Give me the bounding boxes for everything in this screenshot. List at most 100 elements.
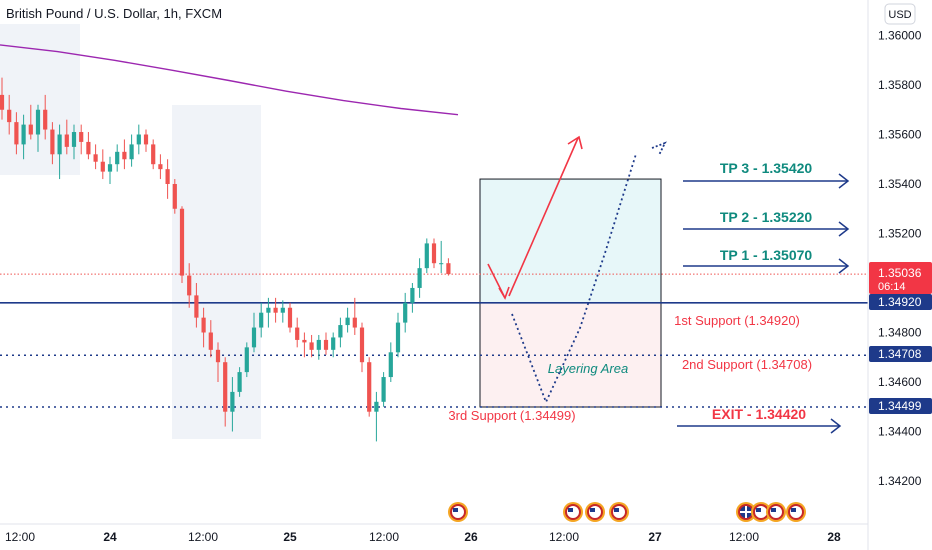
y-tick-label: 1.35800 [878,78,922,92]
candle[interactable] [172,179,177,214]
candle[interactable] [424,238,429,274]
candle[interactable] [273,297,278,323]
candle[interactable] [7,94,12,135]
candle[interactable] [287,302,293,333]
current-price-tag[interactable]: 1.35036 06:14 [869,262,932,294]
candle[interactable] [151,139,156,170]
candle[interactable] [14,112,19,155]
tp1-label: TP 1 - 1.35070 [720,247,813,263]
candle[interactable] [431,238,437,269]
candle-body [431,243,437,264]
candle[interactable] [86,132,91,160]
candle[interactable] [359,322,365,373]
candle-body [388,352,393,378]
candle[interactable] [187,263,192,308]
tp3-arrow[interactable] [683,173,850,189]
price-tag-support-1[interactable]: 1.34920 [869,294,932,310]
candle[interactable] [439,240,444,274]
candle[interactable] [201,307,206,348]
tp2-arrow[interactable] [683,221,850,237]
candle[interactable] [129,134,134,167]
price-axis[interactable]: 1.36000 1.35800 1.35600 1.35400 1.35200 1.350… [867,0,922,550]
candle-body [273,307,278,313]
candle[interactable] [50,122,55,165]
us-flag-icon[interactable] [766,502,786,522]
candle[interactable] [100,149,105,180]
candle[interactable] [381,372,386,407]
candle[interactable] [194,283,199,328]
candle[interactable] [244,342,249,378]
candle[interactable] [259,302,264,338]
us-flag-icon[interactable] [786,502,806,522]
candle[interactable] [388,342,393,382]
us-flag-icon[interactable] [609,502,629,522]
candle[interactable] [107,156,113,184]
candle[interactable] [93,144,98,170]
us-flag-icon[interactable] [563,502,583,522]
candle[interactable] [352,297,357,335]
candle-body [21,124,26,145]
candle[interactable] [21,114,26,160]
candle[interactable] [410,283,415,313]
candle[interactable] [165,159,170,199]
candle[interactable] [295,317,300,348]
candle-body [230,391,235,412]
candle[interactable] [208,320,213,358]
tp1-arrow[interactable] [683,258,850,274]
candle[interactable] [28,104,33,140]
candle[interactable] [309,334,314,358]
candle[interactable] [316,334,321,360]
candle-body [0,94,5,110]
candle[interactable] [64,119,69,155]
candle[interactable] [179,206,185,283]
us-flag-icon[interactable] [448,502,468,522]
exit-arrow-head-icon [830,418,842,434]
candle[interactable] [79,124,84,155]
candle[interactable] [35,104,41,152]
candle[interactable] [215,342,221,382]
candle[interactable] [374,391,379,442]
y-tick-label: 1.34800 [878,326,922,340]
candle-body [151,144,156,165]
price-tag-support-3[interactable]: 1.34499 [869,398,932,414]
candle[interactable] [57,124,62,180]
candle[interactable] [345,307,350,333]
x-tick-label: 27 [648,530,662,544]
candle[interactable] [331,332,336,358]
candle[interactable] [71,124,77,160]
candle[interactable] [367,357,372,417]
price-tag-support-2[interactable]: 1.34708 [869,346,932,362]
candle[interactable] [223,357,228,427]
candle[interactable] [280,300,285,323]
candle-body [14,122,19,145]
price-tag-label: 1.34708 [878,347,922,361]
candle[interactable] [395,312,401,358]
tp-zone-box[interactable] [479,178,662,304]
candle[interactable] [338,317,343,348]
exit-arrow[interactable] [677,418,842,434]
candle[interactable] [403,292,408,333]
us-flag-icon[interactable] [585,502,605,522]
candle-body [187,275,192,296]
candle[interactable] [143,129,149,152]
candle[interactable] [302,332,307,358]
candle[interactable] [230,377,235,432]
candle[interactable] [43,94,48,140]
tp3-arrow-head-icon [838,173,850,189]
candle[interactable] [0,77,5,120]
candle[interactable] [115,144,120,172]
candle[interactable] [136,124,141,155]
candle[interactable] [266,297,271,328]
time-axis[interactable]: 12:00 24 12:00 25 12:00 26 12:00 27 12:0… [0,523,868,544]
candle[interactable] [122,139,127,170]
candle[interactable] [158,154,163,180]
candle[interactable] [323,332,329,355]
candle[interactable] [446,258,451,276]
candle-body [417,268,422,288]
currency-button[interactable]: USD [884,3,916,25]
candle[interactable] [237,367,242,397]
candle[interactable] [417,258,422,298]
support-1-label: 1st Support (1.34920) [674,313,800,328]
candle[interactable] [251,312,257,353]
